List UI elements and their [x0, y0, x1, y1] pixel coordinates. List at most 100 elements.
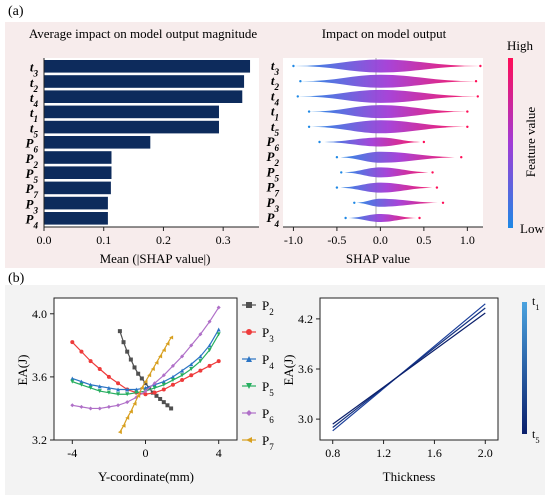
thickness-ylabel: EA(J) — [281, 354, 296, 385]
series-point-P7 — [147, 373, 152, 378]
series-point-P7 — [125, 415, 130, 420]
bar-P4 — [44, 212, 108, 225]
legend-label-P4: P4 — [262, 352, 274, 371]
beeswarm-max-point-P7 — [435, 186, 439, 189]
legend-label-P3: P3 — [262, 325, 274, 344]
thickness-y-tick-label: 3.0 — [298, 412, 313, 426]
bar-x-tick-label: 0.1 — [96, 233, 111, 247]
legend-marker-P6 — [246, 410, 252, 416]
series-point-P6 — [216, 305, 221, 310]
beeswarm-min-point-P2 — [335, 156, 339, 159]
beeswarm-category-label-P6: P6 — [267, 134, 280, 153]
beeswarm-category-label-P2: P2 — [267, 149, 280, 168]
series-point-P7 — [150, 367, 155, 371]
series-point-P4 — [161, 379, 166, 384]
bar-P3 — [44, 196, 108, 210]
series-point-P7 — [165, 341, 170, 346]
series-point-P3 — [152, 390, 157, 395]
series-point-P6 — [79, 404, 84, 409]
beeswarm-category-label-t4: t4 — [271, 88, 280, 107]
series-point-P3 — [189, 373, 194, 378]
series-point-P6 — [152, 381, 157, 386]
beeswarm-category-label-t3: t3 — [271, 58, 280, 77]
series-point-P5 — [161, 382, 166, 387]
ycoord-plot-area — [53, 297, 238, 441]
series-point-P2 — [132, 365, 137, 370]
ycoord-x-tick-label: 0 — [143, 446, 149, 460]
legend-label-P5: P5 — [262, 379, 274, 398]
series-point-P4 — [125, 387, 130, 392]
beeswarm-max-point-P3 — [441, 201, 445, 204]
ea-vs-thickness-chart: Thickness EA(J) 0.8 1.2 1.6 2.0 3.0 3.6 4.2 t1… — [281, 294, 540, 484]
ycoord-x-tick-label: -4 — [67, 446, 77, 460]
shap-beeswarm-chart: Impact on model output SHAP value t3t2t4… — [267, 26, 545, 266]
beeswarm-max-point-t4 — [476, 95, 479, 98]
series-point-P3 — [170, 382, 175, 387]
series-point-P3 — [143, 392, 148, 397]
bar-category-label-t4: t4 — [30, 90, 39, 109]
series-point-P3 — [116, 381, 121, 386]
bar-category-label-t5: t5 — [30, 120, 39, 139]
series-point-P2 — [161, 400, 166, 405]
series-point-P7 — [121, 423, 126, 428]
bar-P5 — [44, 166, 112, 179]
series-point-P6 — [161, 373, 166, 378]
beeswarm-x-tick-label: -0.5 — [327, 233, 346, 247]
legend-label-P6: P6 — [262, 406, 274, 425]
beeswarm-x-tick-label: -1.0 — [284, 233, 303, 247]
beeswarm-min-point-t3 — [292, 64, 295, 68]
thickness-x-tick-label: 2.0 — [478, 446, 493, 460]
ycoord-x-tick-label: 4 — [216, 446, 222, 460]
bar-category-label-P7: P7 — [26, 181, 39, 200]
bar-P6 — [44, 136, 151, 149]
legend-marker-P4 — [246, 356, 252, 362]
series-point-P3 — [79, 349, 84, 354]
bar-category-label-t2: t2 — [30, 75, 39, 94]
series-point-P2 — [117, 329, 122, 334]
series-point-P4 — [97, 384, 102, 389]
series-point-P2 — [169, 406, 174, 411]
series-point-P5 — [152, 385, 157, 390]
bar-t5 — [44, 120, 219, 134]
series-point-P4 — [134, 387, 139, 392]
bar-t2 — [44, 75, 245, 88]
legend-marker-P3 — [246, 329, 252, 335]
beeswarm-min-point-t5 — [307, 125, 311, 128]
series-point-P3 — [161, 387, 166, 392]
colorbar-feature-label: Feature value — [523, 107, 538, 178]
bar-category-label-P6: P6 — [26, 136, 39, 155]
bar-t4 — [44, 90, 243, 103]
series-point-P4 — [88, 382, 93, 387]
beeswarm-category-label-P7: P7 — [267, 180, 280, 199]
series-point-P7 — [143, 379, 148, 384]
series-point-P5 — [134, 390, 139, 395]
beeswarm-x-tick-label: 0.0 — [373, 233, 388, 247]
series-point-P7 — [161, 348, 166, 353]
bar-category-label-P2: P2 — [26, 151, 39, 170]
beeswarm-xlabel: SHAP value — [346, 251, 410, 266]
series-point-P2 — [143, 381, 148, 386]
series-point-P6 — [116, 403, 121, 408]
bar-chart-xlabel: Mean (|SHAP value|) — [100, 251, 211, 266]
ycoord-xlabel: Y-coordinate(mm) — [98, 469, 194, 484]
series-point-P5 — [79, 382, 84, 387]
beeswarm-max-point-t2 — [474, 80, 478, 83]
beeswarm-min-point-P5 — [340, 171, 343, 174]
beeswarm-min-point-t4 — [296, 95, 299, 98]
series-point-P6 — [97, 406, 102, 411]
series-point-P3 — [198, 368, 203, 373]
thickness-line — [332, 312, 486, 425]
series-point-P4 — [170, 374, 175, 379]
thickness-y-tick-label: 3.6 — [298, 362, 313, 376]
beeswarm-row-t1 — [309, 105, 468, 119]
colorbar-high-label: High — [507, 38, 534, 53]
thickness-line — [332, 307, 486, 428]
series-point-P4 — [180, 368, 185, 373]
series-point-P5 — [198, 359, 203, 364]
series-point-P5 — [170, 378, 175, 383]
series-point-P6 — [70, 403, 75, 408]
beeswarm-x-tick-label: 0.5 — [416, 233, 431, 247]
beeswarm-max-point-t5 — [466, 125, 469, 128]
thickness-y-tick-label: 4.2 — [298, 312, 313, 326]
